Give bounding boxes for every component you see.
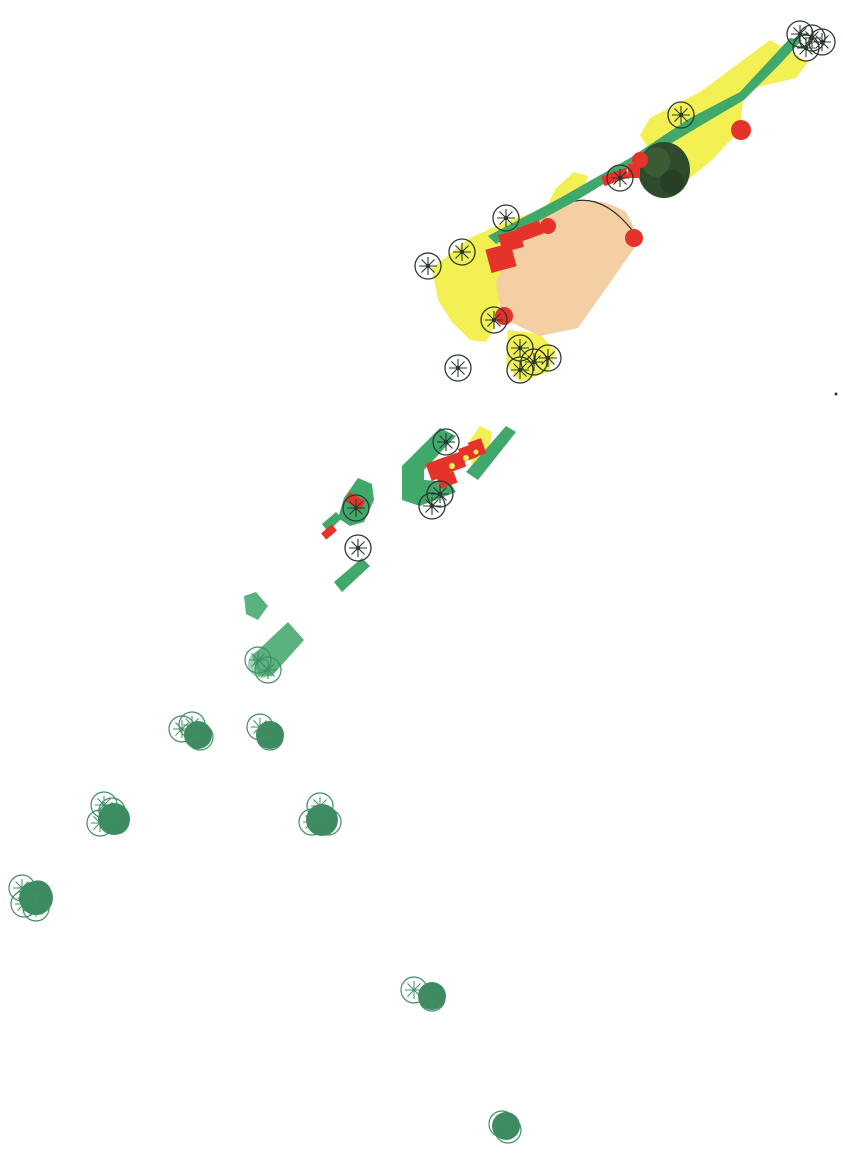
- planting-strip-ridge: [488, 38, 802, 244]
- feature-block: [516, 220, 544, 242]
- large-canopy-tree: [638, 142, 690, 198]
- shrub-cluster-icon: [488, 1110, 522, 1144]
- feature-block: [498, 229, 524, 253]
- feature-accents: [449, 449, 479, 469]
- tree-symbol-icon: [792, 34, 820, 62]
- feature-block: [628, 164, 640, 178]
- planting-bed-diamond: [244, 592, 268, 620]
- shrub-cluster-icon: [244, 646, 282, 684]
- shrub-cluster-icon: [400, 976, 446, 1012]
- shrub-cluster-icon: [298, 792, 342, 836]
- planting-strip-lower: [334, 558, 370, 592]
- stray-mark: [834, 392, 838, 396]
- feature-block: [436, 471, 458, 489]
- feature-block: [321, 524, 337, 540]
- feature-block: [467, 438, 487, 458]
- feature-dot-icon: [731, 120, 751, 140]
- tree-symbol-icon: [344, 534, 372, 562]
- feature-dot-icon: [625, 229, 643, 247]
- feature-dot-icon: [540, 218, 556, 234]
- shrub-cluster-icon: [168, 711, 214, 751]
- planting-bed-middle-right: [466, 426, 516, 480]
- shrub-cluster-icon: [86, 791, 130, 837]
- shrub-cluster-icon: [246, 713, 284, 751]
- feature-elements: [321, 120, 751, 540]
- shrub-clusters: [8, 646, 522, 1144]
- planting-bed-small-lower: [322, 512, 342, 532]
- shrub-cluster-icon: [8, 874, 53, 922]
- tree-symbol-icon: [444, 354, 472, 382]
- tree-symbol-icon: [808, 28, 836, 56]
